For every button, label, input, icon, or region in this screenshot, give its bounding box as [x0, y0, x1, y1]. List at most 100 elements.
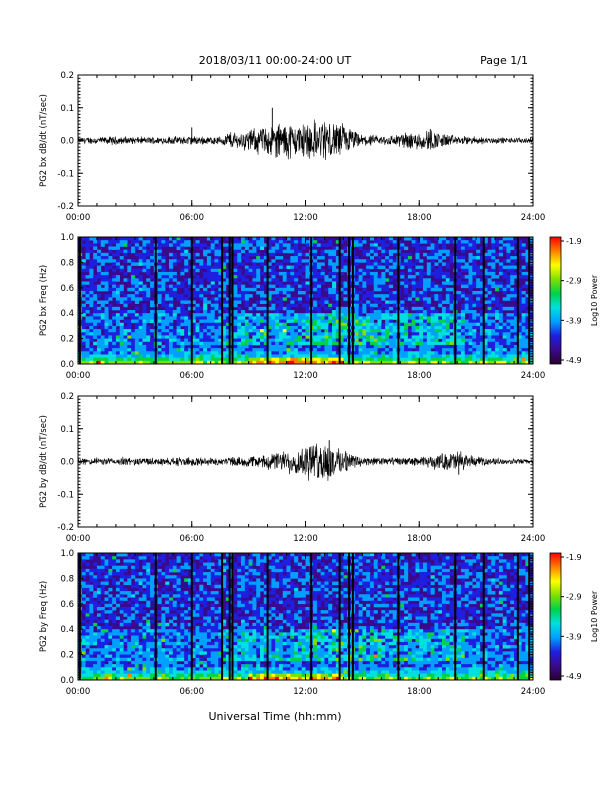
spectrogram-cell [506, 246, 511, 250]
spectrogram-cell [104, 313, 109, 317]
spectrogram-cell [290, 360, 295, 365]
spectrogram-cell [172, 252, 177, 257]
spectrogram-cell [369, 249, 375, 254]
spectrogram-cell [138, 632, 143, 636]
spectrogram-cell [362, 354, 367, 358]
spectrogram-cell [233, 332, 238, 336]
spectrogram-cell [278, 284, 284, 289]
spectrogram-cell [85, 294, 90, 298]
spectrogram-cell [100, 645, 105, 649]
spectrogram-cell [476, 278, 481, 282]
spectrogram-cell [108, 651, 113, 655]
spectrogram-cell [358, 259, 363, 263]
spectrogram-cell [445, 252, 450, 257]
spectrogram-cell [199, 357, 204, 362]
spectrogram-cell [81, 262, 86, 266]
spectrogram-cell [206, 262, 212, 266]
spectrogram-cell [407, 262, 412, 266]
spectrogram-cell [214, 344, 219, 349]
spectrogram-cell [169, 259, 174, 263]
spectrogram-cell [81, 325, 86, 330]
spectrogram-cell [108, 243, 113, 247]
spectrogram-cell [127, 329, 132, 333]
spectrogram-cell [233, 290, 238, 295]
spectrogram-cell [252, 357, 257, 362]
spectrogram-cell [377, 360, 382, 365]
spectrogram-cell [157, 660, 162, 665]
spectrogram-cell [506, 338, 511, 343]
spectrogram-cell [142, 622, 147, 627]
spectrogram-cell [195, 284, 200, 289]
spectrogram-cell [332, 303, 337, 308]
spectrogram-cell [260, 322, 265, 327]
spectrogram-cell [252, 265, 257, 270]
spectrogram-cell [256, 319, 261, 324]
spectrogram-cell [415, 351, 420, 355]
spectrogram-cell [282, 341, 287, 346]
spectrogram-cell [127, 606, 132, 611]
spectrogram-cell [362, 357, 367, 362]
spectrogram-cell [93, 641, 98, 646]
spectrogram-cell [131, 584, 136, 589]
spectrogram-cell [286, 249, 291, 254]
spectrogram-cell [222, 275, 227, 279]
spectrogram-cell [157, 313, 162, 317]
spectrogram-cell [172, 290, 177, 295]
spectrogram-cell [457, 262, 462, 266]
spectrogram-cell [377, 246, 382, 250]
spectrogram-cell [491, 329, 496, 333]
spectrogram-cell [127, 341, 132, 346]
spectrogram-cell [104, 322, 109, 327]
spectrogram-cell [146, 584, 151, 589]
spectrogram-cell [328, 329, 333, 333]
spectrogram-cell [93, 670, 98, 674]
spectrogram-cell [423, 332, 428, 336]
spectrogram-cell [252, 281, 257, 285]
spectrogram-cell [324, 243, 329, 247]
spectrogram-cell [161, 660, 166, 665]
spectrogram-cell [134, 354, 139, 358]
spectrogram-cell [460, 294, 466, 298]
spectrogram-cell [324, 325, 329, 330]
spectrogram-cell [404, 310, 409, 314]
spectrogram-cell [195, 259, 200, 263]
spectrogram-cell [472, 275, 477, 279]
spectrogram-cell [176, 240, 181, 244]
spectrogram-cell [411, 357, 416, 362]
spectrogram-cell [180, 306, 185, 311]
spectrogram-cell [146, 553, 151, 557]
spectrogram-cell [521, 316, 526, 320]
spectrogram-cell [438, 325, 443, 330]
spectrogram-cell [388, 252, 394, 257]
spectrogram-cell [85, 660, 90, 665]
spectrogram-cell [89, 616, 94, 620]
spectrogram-cell [237, 341, 242, 346]
spectrogram-cell [316, 344, 321, 349]
spectrogram-cell [142, 246, 147, 250]
spectrogram-cell [85, 357, 90, 362]
spectrogram-cell [244, 322, 249, 327]
spectrogram-cell [210, 357, 215, 362]
spectrogram-cell [278, 300, 284, 304]
spectrogram-cell [426, 319, 431, 324]
spectrogram-cell [271, 297, 276, 301]
spectrogram-cell [377, 341, 382, 346]
spectrogram-cell [142, 635, 147, 640]
spectrogram-cell [294, 357, 299, 362]
spectrogram-cell [400, 262, 405, 266]
spectrogram-cell [157, 635, 162, 640]
spectrogram-cell [157, 294, 162, 298]
spectrogram-cell [225, 237, 230, 241]
spectrogram-cell [362, 271, 367, 276]
spectrogram-cell [404, 354, 409, 358]
spectrogram-cell [434, 246, 439, 250]
spectrogram-cell [89, 597, 94, 601]
spectrogram-cell [81, 284, 86, 289]
spectrogram-cell [377, 281, 382, 285]
spectrogram-cell [411, 319, 416, 324]
spectrogram-cell [358, 344, 363, 349]
spectrogram-cell [161, 553, 166, 557]
spectrogram-cell [286, 360, 291, 365]
spectrogram-cell [400, 303, 405, 308]
spectrogram-cell [358, 348, 363, 352]
